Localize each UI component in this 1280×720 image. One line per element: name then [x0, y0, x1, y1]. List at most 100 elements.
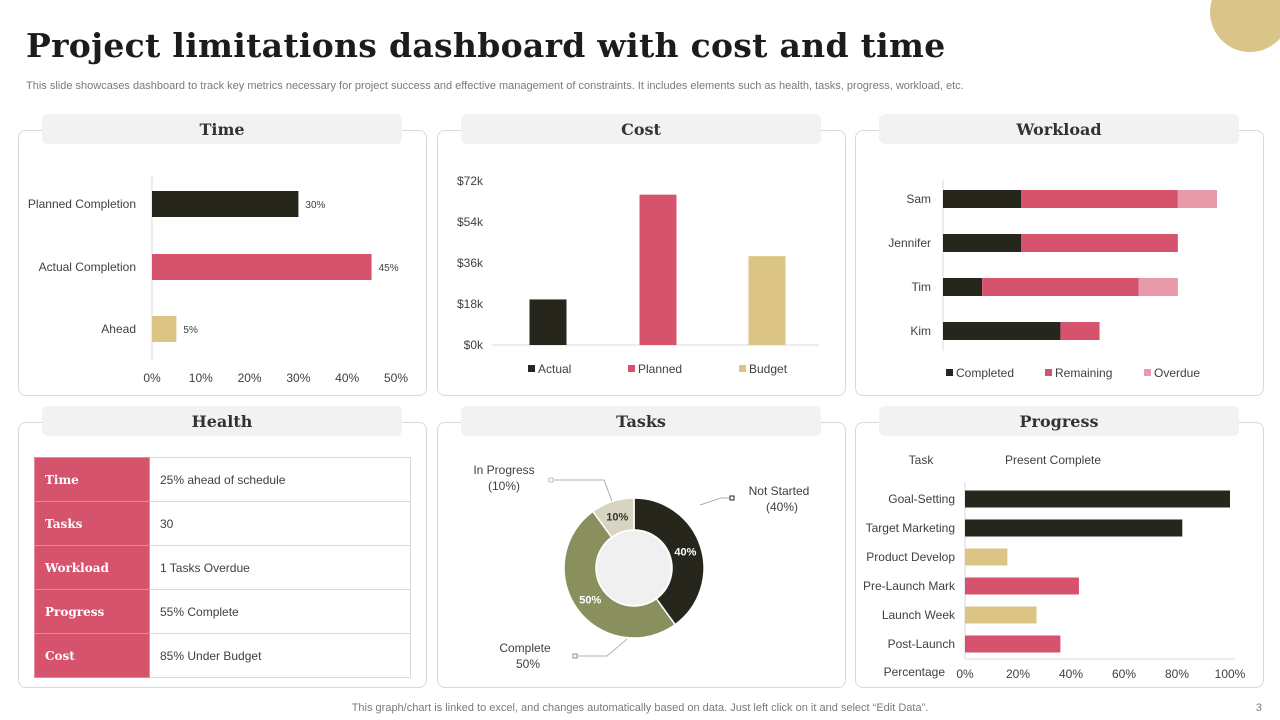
category-label: Pre-Launch Mark: [863, 579, 956, 593]
health-table: Time 25% ahead of schedule Tasks 30 Work…: [34, 457, 411, 678]
tick-label: 80%: [1165, 667, 1189, 681]
tick-label: $72k: [457, 174, 484, 188]
callout-label: In Progress: [473, 463, 534, 477]
callout-marker: [548, 477, 554, 483]
data-label: 50%: [579, 595, 601, 607]
tick-label: 20%: [238, 371, 262, 385]
tasks-panel-title: Tasks: [461, 406, 821, 436]
progress-chart: Task Present Complete Goal-Setting Target M…: [863, 453, 1246, 681]
bar-segment: [1060, 322, 1100, 340]
health-label: Workload: [34, 545, 150, 590]
bar: [152, 254, 372, 280]
header-label: Present Complete: [1005, 453, 1101, 467]
legend-swatch: [628, 365, 635, 372]
health-label: Cost: [34, 633, 150, 678]
time-panel-title: Time: [42, 114, 402, 144]
bar: [965, 635, 1061, 653]
legend-label: Remaining: [1055, 366, 1112, 380]
legend-label: Budget: [749, 362, 788, 376]
health-row-workload: Workload 1 Tasks Overdue: [34, 545, 411, 590]
callout-line: [578, 638, 628, 657]
donut-hole: [597, 531, 671, 605]
data-label: 30%: [305, 200, 325, 211]
page-number: 3: [1255, 702, 1262, 714]
category-label: Ahead: [101, 322, 136, 336]
tick-label: 100%: [1215, 667, 1246, 681]
category-label: Sam: [906, 192, 931, 206]
health-value: 85% Under Budget: [149, 633, 411, 678]
category-label: Post-Launch: [888, 637, 955, 651]
donut-slice: [591, 497, 635, 539]
category-label: Goal-Setting: [888, 492, 955, 506]
data-label: 5%: [183, 325, 198, 336]
health-panel-title: Health: [42, 406, 402, 436]
tick-label: $18k: [457, 297, 484, 311]
callout-label: (10%): [488, 479, 520, 493]
data-label: 10%: [606, 512, 628, 524]
donut-slice: [563, 510, 677, 639]
bar: [152, 316, 177, 342]
legend-label: Completed: [956, 366, 1014, 380]
health-value: 1 Tasks Overdue: [149, 545, 411, 590]
bar-segment: [1021, 234, 1178, 252]
tick-label: $0k: [464, 338, 484, 352]
bar: [965, 548, 1008, 566]
bar-segment: [943, 234, 1022, 252]
category-label: Jennifer: [888, 236, 931, 250]
health-label: Progress: [34, 589, 150, 634]
legend-label: Actual: [538, 362, 571, 376]
tick-label: 20%: [1006, 667, 1030, 681]
bar: [529, 299, 567, 345]
legend-swatch: [1144, 369, 1151, 376]
workload-chart: Sam Jennifer Tim Kim Completed Remaining Overd…: [888, 180, 1217, 380]
legend-swatch: [528, 365, 535, 372]
health-label: Time: [34, 457, 150, 502]
tick-label: 40%: [1059, 667, 1083, 681]
time-chart: Planned Completion 30% Actual Completion 45…: [28, 175, 408, 385]
category-label: Planned Completion: [28, 197, 136, 211]
tick-label: 0%: [956, 667, 974, 681]
callout-line: [554, 479, 613, 502]
category-label: Tim: [911, 280, 931, 294]
tick-label: 60%: [1112, 667, 1136, 681]
legend-label: Planned: [638, 362, 682, 376]
legend-swatch: [1045, 369, 1052, 376]
bar: [152, 191, 299, 217]
tick-label: $36k: [457, 256, 484, 270]
tasks-chart: 40% 50% 10% Not Started (40%) Complete 50% In P…: [473, 463, 810, 671]
bar-segment: [1021, 190, 1178, 208]
health-row-time: Time 25% ahead of schedule: [34, 457, 411, 502]
callout-label: (40%): [766, 500, 798, 514]
bar: [965, 490, 1230, 508]
health-row-tasks: Tasks 30: [34, 501, 411, 546]
bar: [965, 577, 1079, 595]
health-value: 25% ahead of schedule: [149, 457, 411, 502]
bar: [639, 194, 677, 345]
cost-chart: $0k $18k $36k $54k $72k Actual Planned Budget: [457, 174, 819, 376]
header-label: Task: [909, 453, 935, 467]
bar-segment: [1177, 190, 1217, 208]
page-title: Project limitations dashboard with cost …: [26, 26, 946, 65]
progress-panel-title: Progress: [879, 406, 1239, 436]
data-label: 45%: [379, 263, 399, 274]
category-label: Product Develop: [866, 550, 955, 564]
tick-label: 10%: [189, 371, 213, 385]
legend-swatch: [946, 369, 953, 376]
callout-line: [699, 497, 731, 506]
callout-label: Not Started: [749, 484, 810, 498]
bar-segment: [943, 278, 983, 296]
data-label: 40%: [674, 546, 696, 558]
health-value: 55% Complete: [149, 589, 411, 634]
health-row-cost: Cost 85% Under Budget: [34, 633, 411, 678]
bar: [965, 606, 1037, 624]
category-label: Kim: [910, 324, 931, 338]
tick-label: 40%: [335, 371, 359, 385]
health-value: 30: [149, 501, 411, 546]
callout-label: Complete: [499, 641, 551, 655]
callout-marker: [572, 653, 578, 659]
bar-segment: [1138, 278, 1178, 296]
health-row-progress: Progress 55% Complete: [34, 589, 411, 634]
legend-label: Overdue: [1154, 366, 1200, 380]
bar-segment: [982, 278, 1139, 296]
page-subtitle: This slide showcases dashboard to track …: [26, 80, 964, 92]
